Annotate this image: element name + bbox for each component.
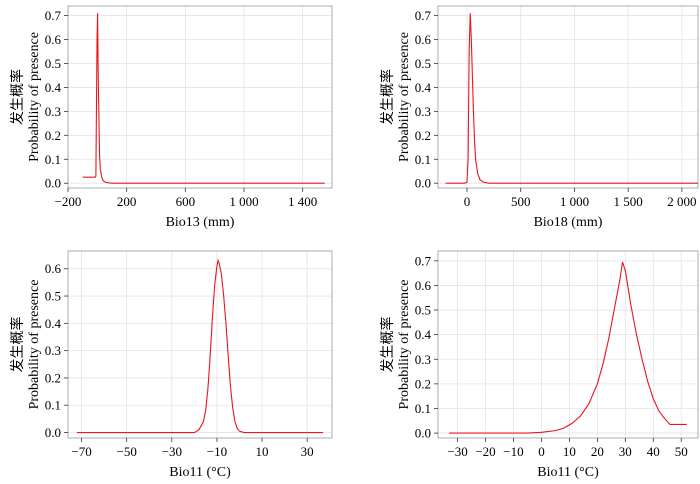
response-curve-bio11 <box>77 258 323 434</box>
y-tick-label: 0.0 <box>415 176 431 191</box>
y-tick-label: 0.1 <box>415 401 431 416</box>
x-tick-label: 1 000 <box>229 194 258 209</box>
x-tick-label: 1 400 <box>288 194 317 209</box>
y-tick-label: 0.5 <box>45 289 61 304</box>
x-axis-label: Bio11 (°C) <box>169 465 231 480</box>
y-tick-label: 0.4 <box>415 327 432 342</box>
x-tick-label: 10 <box>256 444 269 459</box>
y-axis-label-cn: 发生概率 <box>9 317 26 373</box>
y-tick-label: 0.4 <box>45 316 62 331</box>
x-tick-label: −30 <box>447 444 467 459</box>
x-tick-label: 1 000 <box>560 194 589 209</box>
x-tick-label: 20 <box>591 444 604 459</box>
x-tick-label: −70 <box>71 444 91 459</box>
x-tick-label: 0 <box>538 444 545 459</box>
y-tick-label: 0.1 <box>45 152 61 167</box>
chart-panel-1: −200 200 600 1 000 1 400 0.0 0.1 0.2 0.3 0.4 0.5 0.… <box>9 5 333 230</box>
y-tick-label: 0.6 <box>45 32 62 47</box>
x-tick-label: 40 <box>647 444 660 459</box>
x-tick-label: 600 <box>176 194 196 209</box>
y-tick-label: 0.6 <box>415 32 432 47</box>
y-tick-label: 0.3 <box>415 104 431 119</box>
y-axis-label: 发生概率Probability of presence <box>379 32 412 162</box>
x-tick-label: −10 <box>503 444 523 459</box>
y-tick-label: 0.0 <box>45 425 61 440</box>
y-tick-label: 0.2 <box>415 128 431 143</box>
response-curve-bio18 <box>445 13 698 184</box>
y-axis-label-en: Probability of presence <box>397 32 412 162</box>
x-tick-label: 0 <box>464 194 471 209</box>
x-tick-label: −50 <box>116 444 136 459</box>
x-tick-label: −10 <box>207 444 227 459</box>
x-tick-label: 30 <box>301 444 314 459</box>
x-tick-label: 500 <box>511 194 531 209</box>
y-axis-label-en: Probability of presence <box>27 280 42 410</box>
plot-frame <box>437 250 699 439</box>
y-tick-label: 0.7 <box>415 8 432 23</box>
chart-panel-3: −70 −50 −30 −10 10 30 0.0 0.1 0.2 0.3 0.4 0.5 0.6 Bio… <box>9 250 333 480</box>
y-axis-label: 发生概率Probability of presence <box>379 280 412 410</box>
x-axis-label: Bio11 (°C) <box>537 465 599 480</box>
y-tick-label: 0.5 <box>415 303 431 318</box>
y-tick-label: 0.3 <box>45 104 61 119</box>
response-curve-bio13 <box>82 13 325 184</box>
x-tick-label: 2 000 <box>667 194 696 209</box>
x-axis-label: Bio13 (mm) <box>166 215 235 230</box>
x-tick-label: 10 <box>563 444 576 459</box>
y-tick-label: 0.6 <box>45 261 62 276</box>
x-tick-label: −30 <box>162 444 182 459</box>
y-tick-label: 0.5 <box>45 56 61 71</box>
y-tick-label: 0.7 <box>45 8 62 23</box>
chart-panel-2: 0 500 1 000 1 500 2 000 0.0 0.1 0.2 0.3 0.4 0.5 0.6… <box>379 5 699 230</box>
y-tick-label: 0.7 <box>415 253 432 268</box>
y-tick-label: 0.0 <box>45 176 61 191</box>
y-axis-label-cn: 发生概率 <box>379 69 396 125</box>
y-tick-label: 0.5 <box>415 56 431 71</box>
plot-frame <box>67 5 333 189</box>
chart-panel-4: −30 −20 −10 0 10 20 30 40 50 0.0 0.1 0.2 0.3 0.4 0.5 0.… <box>379 250 699 480</box>
x-axis-label: Bio18 (mm) <box>534 215 603 230</box>
x-tick-label: 30 <box>619 444 632 459</box>
y-tick-label: 0.3 <box>415 352 431 367</box>
y-axis-label-cn: 发生概率 <box>379 317 396 373</box>
y-tick-label: 0.6 <box>415 278 432 293</box>
y-axis-label: 发生概率Probability of presence <box>9 280 42 410</box>
x-tick-label: 50 <box>675 444 688 459</box>
y-axis-label: 发生概率Probability of presence <box>9 32 42 162</box>
x-tick-label: 1 500 <box>614 194 643 209</box>
y-axis-label-en: Probability of presence <box>397 280 412 410</box>
y-tick-label: 0.1 <box>415 152 431 167</box>
y-tick-label: 0.4 <box>415 80 432 95</box>
x-tick-label: −20 <box>475 444 495 459</box>
y-axis-label-cn: 发生概率 <box>9 69 26 125</box>
response-curve-bio11 <box>449 261 687 434</box>
y-tick-label: 0.2 <box>415 376 431 391</box>
y-axis-label-en: Probability of presence <box>27 32 42 162</box>
y-tick-label: 0.0 <box>415 426 431 441</box>
x-tick-label: 200 <box>117 194 137 209</box>
plot-frame <box>67 250 333 439</box>
x-tick-label: −200 <box>55 194 82 209</box>
y-tick-label: 0.1 <box>45 398 61 413</box>
plot-frame <box>437 5 699 189</box>
y-tick-label: 0.4 <box>45 80 62 95</box>
y-tick-label: 0.2 <box>45 128 61 143</box>
y-tick-label: 0.2 <box>45 370 61 385</box>
y-tick-label: 0.3 <box>45 343 61 358</box>
